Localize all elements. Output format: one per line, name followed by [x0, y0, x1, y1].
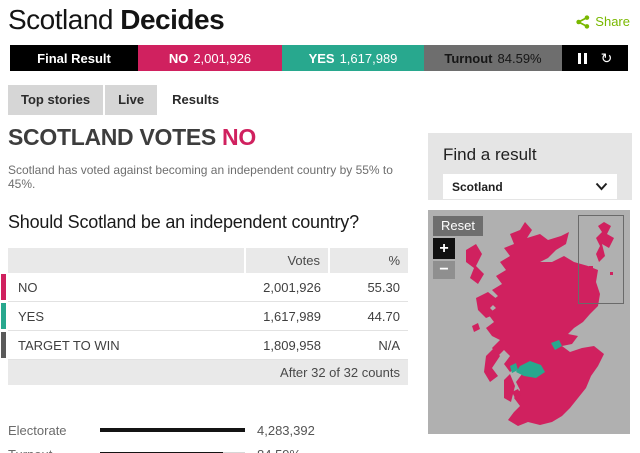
ticker-controls: ↻: [562, 45, 628, 71]
row-label: TARGET TO WIN: [1, 330, 245, 360]
row-votes: 1,617,989: [245, 301, 329, 331]
headline-result: NO: [222, 124, 256, 150]
col-header-empty: [8, 248, 245, 273]
stat-electorate: Electorate 4,283,392: [8, 418, 408, 442]
ticker-turnout-label: Turnout: [444, 50, 493, 66]
col-header-votes: Votes: [244, 248, 329, 273]
tab-results[interactable]: Results: [159, 85, 233, 115]
stat-value: 4,283,392: [257, 422, 315, 438]
find-result-title: Find a result: [443, 145, 537, 164]
stat-label: Turnout: [8, 447, 100, 453]
site-title-light: Scotland: [8, 4, 113, 35]
row-votes: 1,809,958: [245, 330, 329, 360]
row-pct: N/A: [329, 330, 408, 360]
stat-turnout: Turnout 84.59%: [8, 442, 408, 453]
selected-option: Scotland: [452, 179, 503, 194]
zoom-in-button[interactable]: +: [433, 238, 455, 259]
row-label: NO: [1, 273, 245, 302]
stats-section: Electorate 4,283,392 Turnout 84.59% Reje…: [8, 418, 408, 453]
table-row-target-to-win: TARGET TO WIN 1,809,958 N/A: [1, 330, 408, 360]
masthead: Scotland Decides Share: [8, 0, 632, 44]
chevron-down-icon: [595, 182, 608, 191]
ticker-yes-value: 1,617,989: [339, 50, 398, 66]
stat-value: 84.59%: [257, 447, 301, 453]
col-header-pct: %: [328, 248, 408, 273]
ticker-turnout-value: 84.59%: [497, 50, 542, 66]
share-label: Share: [595, 14, 630, 29]
ticker-turnout-segment: Turnout 84.59%: [424, 45, 562, 71]
stat-bar: [100, 428, 245, 432]
counts-status: After 32 of 32 counts: [8, 359, 408, 385]
ticker-no-value: 2,001,926: [193, 50, 252, 66]
pause-icon[interactable]: [577, 52, 587, 64]
table-row-no: NO 2,001,926 55.30: [1, 273, 408, 302]
stat-label: Electorate: [8, 422, 67, 438]
map-reset-button[interactable]: Reset: [433, 216, 483, 236]
site-title: Scotland Decides: [8, 4, 225, 36]
find-result-select[interactable]: Scotland: [443, 174, 617, 199]
row-votes: 2,001,926: [245, 273, 329, 302]
table-footer-row: After 32 of 32 counts: [8, 359, 408, 385]
find-result-panel: Find a result Scotland: [428, 133, 632, 200]
share-button[interactable]: Share: [576, 14, 630, 29]
ticker-final-label: Final Result: [37, 50, 111, 66]
site-title-bold: Decides: [120, 4, 225, 35]
table-header-row: Votes %: [8, 248, 408, 273]
ticker-no-label: NO: [168, 50, 189, 66]
referendum-question: Should Scotland be an independent countr…: [8, 212, 359, 232]
tab-top-stories[interactable]: Top stories: [8, 85, 104, 115]
results-table: Votes % NO 2,001,926 55.30 YES 1,617,989…: [1, 248, 408, 385]
ticker-final-result: Final Result: [10, 45, 138, 71]
summary-text: Scotland has voted against becoming an i…: [8, 163, 393, 191]
results-map[interactable]: Reset + −: [428, 210, 630, 434]
zoom-out-button[interactable]: −: [433, 261, 455, 279]
row-label: YES: [1, 301, 245, 331]
tab-live[interactable]: Live: [105, 85, 158, 115]
table-row-yes: YES 1,617,989 44.70: [1, 301, 408, 331]
share-icon: [576, 14, 590, 29]
ticker-no-segment: NO 2,001,926: [138, 45, 282, 71]
ticker-yes-label: YES: [308, 50, 335, 66]
row-pct: 44.70: [329, 301, 408, 331]
ticker-yes-segment: YES 1,617,989: [282, 45, 424, 71]
page-title: SCOTLAND VOTES NO: [8, 124, 408, 151]
refresh-icon[interactable]: ↻: [600, 50, 613, 66]
scotland-map-graphic: [466, 222, 614, 426]
islands-inset-box: [578, 215, 624, 304]
row-pct: 55.30: [329, 273, 408, 302]
map-controls: Reset + −: [433, 216, 483, 279]
sidebar: Find a result Scotland: [428, 120, 632, 434]
main-content: SCOTLAND VOTES NO Scotland has voted aga…: [1, 120, 408, 453]
tabstrip: Top stories Live Results: [8, 85, 233, 115]
headline-prefix: SCOTLAND VOTES: [8, 124, 216, 150]
results-ticker: Final Result NO 2,001,926 YES 1,617,989 Tu…: [10, 45, 628, 71]
